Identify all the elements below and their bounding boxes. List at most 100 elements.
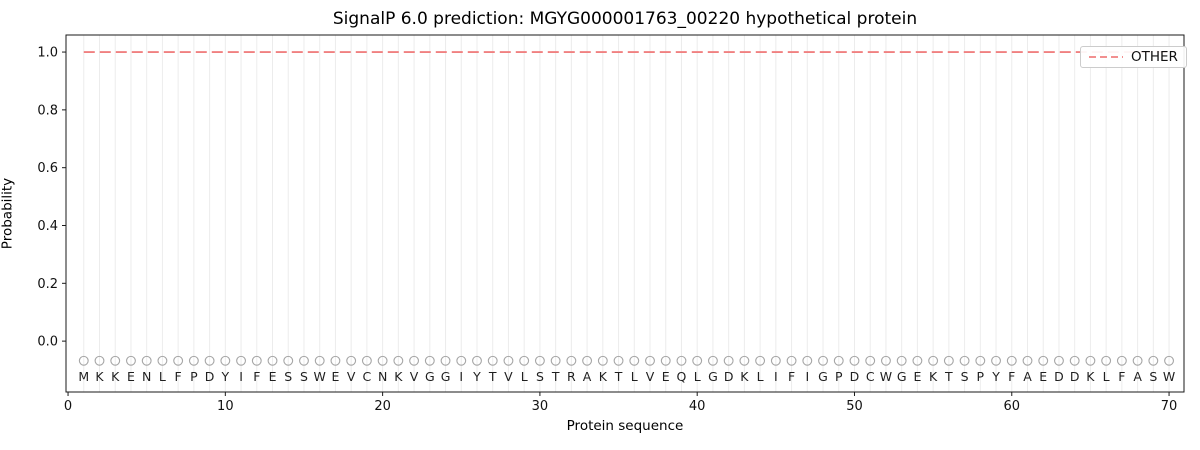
residue-marker	[739, 355, 750, 366]
y-tick-label: 0.0	[37, 335, 58, 350]
residue-letter: L	[521, 369, 528, 384]
x-tick-label: 10	[217, 399, 234, 414]
residue-marker	[629, 355, 640, 366]
residue-marker	[550, 355, 561, 366]
residue-marker	[707, 355, 718, 366]
residue-letter: I	[239, 369, 243, 384]
residue-letter: E	[331, 369, 339, 384]
residue-letter: F	[253, 369, 260, 384]
residue-letter: Y	[221, 369, 230, 384]
residue-marker	[157, 355, 168, 366]
y-tick-label: 0.4	[37, 219, 58, 234]
residue-letter: W	[314, 369, 326, 384]
residue-marker	[975, 355, 986, 366]
residue-letter: C	[866, 369, 875, 384]
residue-marker	[943, 355, 954, 366]
x-tick-label: 60	[1003, 399, 1020, 414]
residue-marker	[1101, 355, 1112, 366]
residue-marker	[110, 355, 121, 366]
residue-marker	[283, 355, 294, 366]
residue-letter: W	[880, 369, 892, 384]
residue-marker	[1116, 355, 1127, 366]
residue-marker	[126, 355, 136, 366]
residue-letter: V	[646, 369, 655, 384]
residue-letter: E	[269, 369, 277, 384]
y-tick-label: 0.6	[37, 161, 58, 176]
residue-marker	[1132, 355, 1143, 366]
residue-letter: R	[567, 369, 576, 384]
residue-letter: S	[1149, 369, 1157, 384]
residue-letter: D	[1054, 369, 1064, 384]
residue-letter: K	[740, 369, 749, 384]
residue-marker	[912, 355, 923, 366]
residue-letter: G	[818, 369, 828, 384]
x-axis-label: Protein sequence	[566, 418, 684, 434]
residue-marker	[1085, 355, 1096, 366]
residue-letter: C	[363, 369, 372, 384]
residue-letter: W	[1163, 369, 1175, 384]
residue-letter: T	[944, 369, 953, 384]
y-tick-label: 1.0	[37, 46, 58, 61]
residue-letter: L	[159, 369, 166, 384]
residue-letter: K	[599, 369, 608, 384]
residue-marker	[456, 355, 467, 366]
residue-letter: N	[378, 369, 387, 384]
residue-marker	[330, 355, 341, 366]
residue-letter: Y	[472, 369, 481, 384]
residue-letter: F	[1118, 369, 1125, 384]
residue-letter: K	[394, 369, 403, 384]
residue-letter: V	[347, 369, 356, 384]
residue-letter: G	[708, 369, 718, 384]
residue-marker	[770, 355, 781, 366]
residue-letter: T	[488, 369, 497, 384]
residue-letter: G	[425, 369, 435, 384]
residue-marker	[692, 355, 703, 366]
residue-marker	[1022, 355, 1033, 366]
residue-marker	[204, 355, 215, 366]
residue-marker	[928, 355, 939, 366]
residue-marker	[472, 355, 482, 366]
residue-marker	[267, 355, 278, 366]
residue-marker	[440, 355, 451, 366]
residue-letter: I	[459, 369, 463, 384]
residue-marker	[1038, 355, 1049, 366]
residue-letter: S	[536, 369, 544, 384]
residue-marker	[896, 355, 907, 366]
residue-marker	[361, 355, 372, 366]
residue-marker	[1148, 355, 1159, 366]
residue-letter: F	[1008, 369, 1015, 384]
residue-marker	[1006, 355, 1017, 366]
residue-marker	[141, 355, 152, 366]
x-tick-label: 40	[689, 399, 706, 414]
residue-marker	[959, 355, 970, 366]
x-tick-label: 50	[846, 399, 863, 414]
residue-letter: Y	[991, 369, 1000, 384]
residue-letter: E	[127, 369, 135, 384]
residue-letter: G	[441, 369, 451, 384]
residue-letter: V	[504, 369, 513, 384]
residue-letter: E	[1039, 369, 1047, 384]
residue-marker	[188, 355, 199, 366]
residue-letter: D	[1070, 369, 1080, 384]
residue-letter: Q	[677, 369, 687, 384]
residue-letter: P	[835, 369, 843, 384]
residue-marker	[566, 355, 577, 366]
residue-letter: V	[410, 369, 419, 384]
residue-marker	[723, 355, 734, 366]
residue-letter: P	[190, 369, 198, 384]
residue-letter: D	[724, 369, 734, 384]
residue-marker	[503, 355, 514, 366]
residue-marker	[173, 355, 184, 366]
residue-letter: T	[614, 369, 623, 384]
residue-letter: F	[788, 369, 795, 384]
residue-letter: A	[1133, 369, 1142, 384]
legend-entry-other-label: OTHER	[1131, 49, 1178, 65]
residue-marker	[613, 355, 624, 366]
residue-marker	[314, 355, 325, 366]
residue-letter: S	[961, 369, 969, 384]
residue-letter: L	[1103, 369, 1110, 384]
residue-letter: N	[142, 369, 151, 384]
residue-marker	[94, 355, 105, 366]
